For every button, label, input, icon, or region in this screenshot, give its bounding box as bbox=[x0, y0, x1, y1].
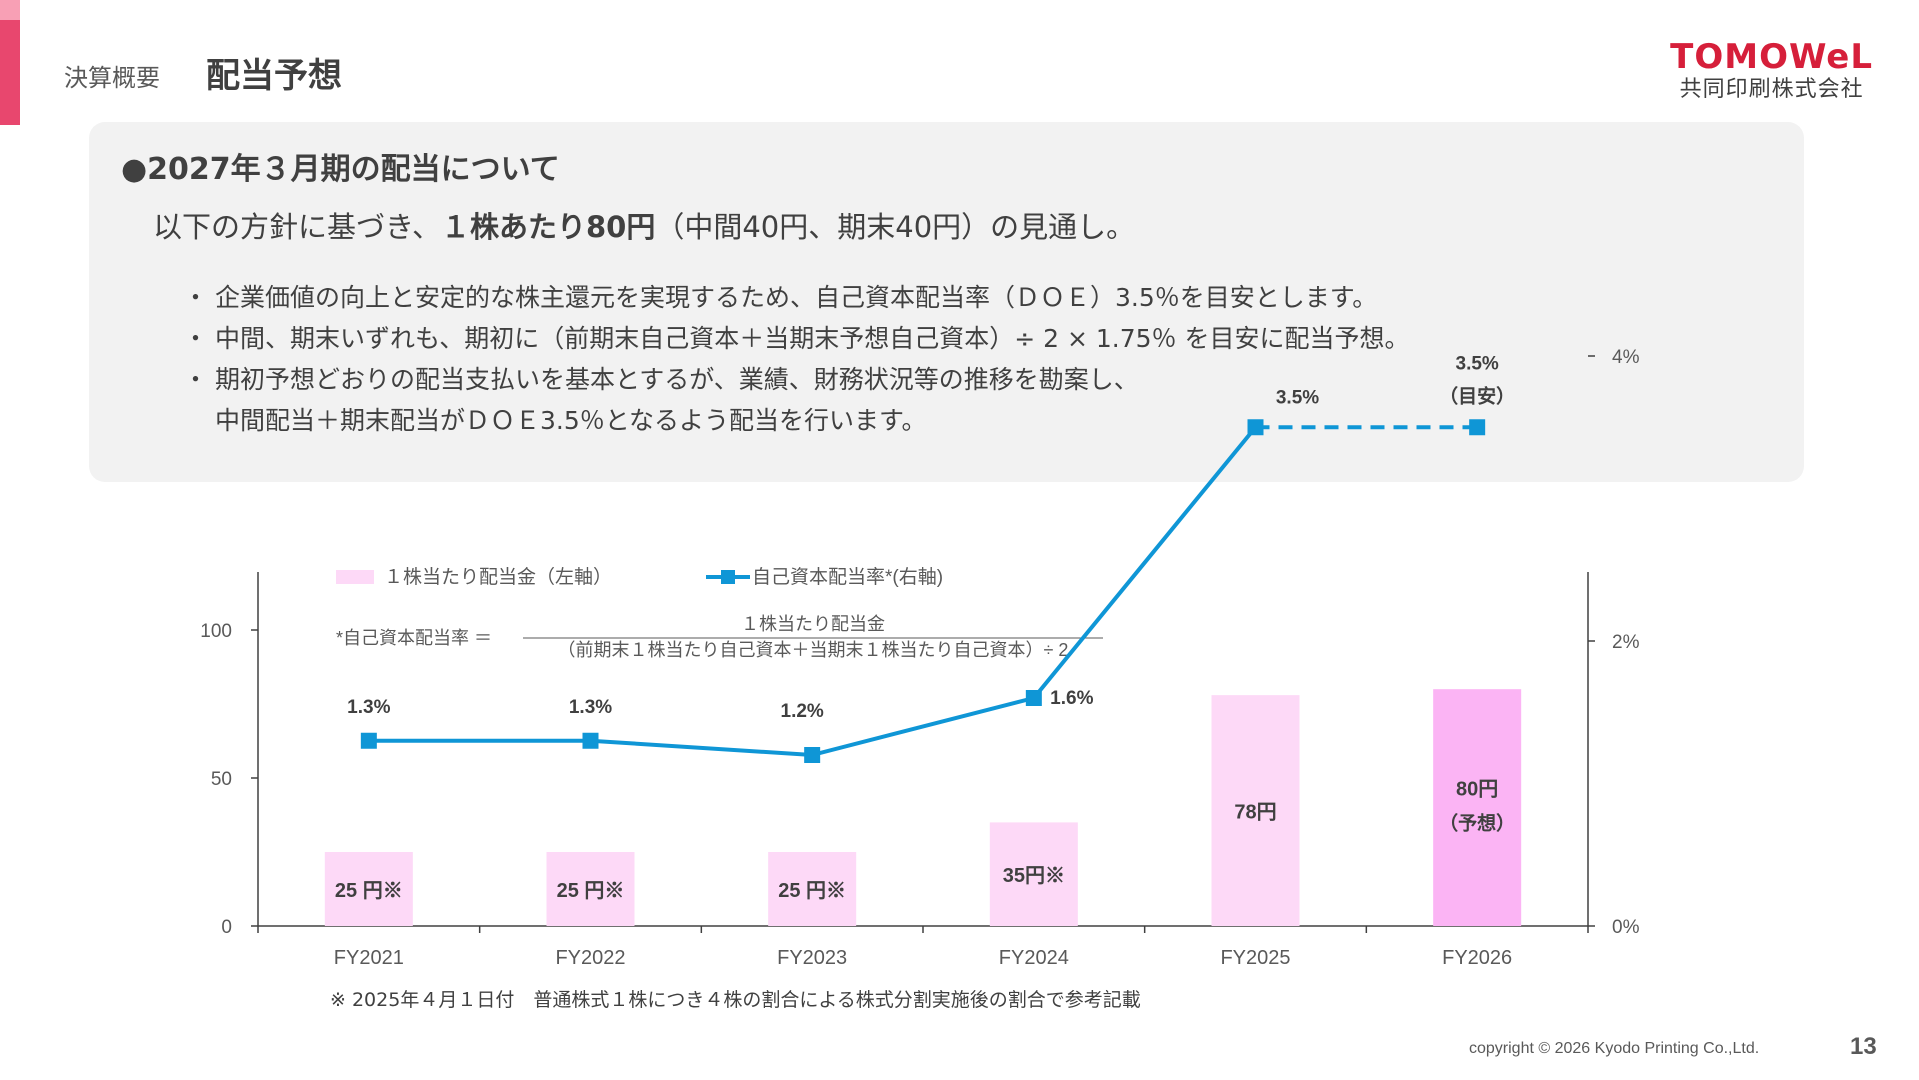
bullet-item: 期初予想どおりの配当支払いを基本とするが、業績、財務状況等の推移を勘案し、 bbox=[183, 359, 1410, 400]
logo-wordmark: TOMOWeL bbox=[1670, 37, 1873, 77]
bullet-item: 中間、期末いずれも、期初に（前期末自己資本＋当期末予想自己資本）÷ 2 × 1.… bbox=[183, 318, 1410, 359]
x-axis-tick-label: FY2025 bbox=[1220, 947, 1290, 969]
doe-sublabel: （目安） bbox=[1439, 384, 1515, 407]
legend-bar-label: １株当たり配当金（左軸） bbox=[384, 566, 612, 588]
copyright: copyright © 2026 Kyodo Printing Co.,Ltd. bbox=[1469, 1040, 1760, 1057]
chart-axes: 0 50 100 0% 2% 4% FY2021 FY2022 FY2023 FY2024 FY20… bbox=[200, 347, 1639, 969]
x-axis-tick-label: FY2021 bbox=[334, 947, 404, 969]
formula-numerator: １株当たり配当金 bbox=[741, 614, 885, 634]
footnote: ※ 2025年４月１日付 普通株式１株につき４株の割合による株式分割実施後の割合… bbox=[330, 989, 1141, 1011]
right-axis-tick-label: 0% bbox=[1612, 917, 1640, 938]
page-title: 配当予想 bbox=[206, 56, 342, 96]
doe-value-label: 1.3% bbox=[347, 697, 390, 718]
x-axis-tick-label: FY2026 bbox=[1442, 947, 1512, 969]
dividend-bar bbox=[768, 852, 857, 926]
doe-formula: *自己資本配当率 ＝ １株当たり配当金 （前期末１株当たり自己資本＋当期末１株当… bbox=[336, 614, 1103, 660]
lead-bold: １株あたり80円 bbox=[440, 210, 656, 244]
doe-value-label: 3.5% bbox=[1276, 387, 1319, 408]
doe-point bbox=[804, 747, 821, 763]
left-axis-tick-label: 0 bbox=[221, 917, 232, 938]
bar-value-label: 80円 bbox=[1456, 779, 1498, 801]
page-number: 13 bbox=[1850, 1033, 1877, 1060]
dividend-policy-panel: ●2027年３月期の配当について 以下の方針に基づき、１株あたり80円（中間40… bbox=[89, 122, 1804, 482]
lead-prefix: 以下の方針に基づき、 bbox=[153, 210, 441, 244]
company-logo: TOMOWeL 共同印刷株式会社 bbox=[1670, 38, 1873, 104]
doe-point bbox=[1469, 419, 1486, 436]
x-axis-tick-label: FY2022 bbox=[555, 947, 625, 969]
doe-point bbox=[1247, 419, 1264, 436]
right-axis-tick-label: 2% bbox=[1612, 632, 1640, 653]
doe-point bbox=[360, 732, 377, 749]
bar-sublabel: （予想） bbox=[1439, 812, 1515, 835]
legend-line-label: 自己資本配当率*(右軸) bbox=[752, 566, 943, 588]
doe-value-label: 3.5% bbox=[1456, 353, 1499, 374]
bar-value-label: 35円※ bbox=[1003, 865, 1065, 887]
bar-value-label: 25 円※ bbox=[335, 880, 403, 902]
section-label: 決算概要 bbox=[64, 64, 160, 92]
panel-heading: ●2027年３月期の配当について bbox=[121, 152, 560, 187]
bar-series: 25 円※ 25 円※ 25 円※ 35円※ 78円 80円 （予想） bbox=[324, 689, 1522, 926]
doe-point bbox=[582, 732, 599, 749]
formula-label: *自己資本配当率 ＝ bbox=[336, 628, 492, 648]
doe-value-label: 1.6% bbox=[1050, 688, 1093, 709]
x-axis-tick-label: FY2024 bbox=[999, 947, 1069, 969]
left-axis-tick-label: 50 bbox=[211, 769, 232, 790]
doe-value-label: 1.3% bbox=[569, 697, 612, 718]
bullet-item: 企業価値の向上と安定的な株主還元を実現するため、自己資本配当率（ＤＯＥ）3.5％… bbox=[183, 277, 1410, 318]
legend-line-marker bbox=[721, 570, 735, 584]
doe-value-label: 1.2% bbox=[781, 701, 824, 722]
chart-legend: １株当たり配当金（左軸） 自己資本配当率*(右軸) bbox=[336, 566, 943, 588]
dividend-bar bbox=[989, 822, 1078, 926]
dividend-bar bbox=[1211, 695, 1300, 926]
line-series: 1.3% 1.3% 1.2% 1.6% 3.5% 3.5% （目安） bbox=[347, 353, 1515, 763]
panel-lead: 以下の方針に基づき、１株あたり80円（中間40円、期末40円）の見通し。 bbox=[153, 204, 1135, 246]
bar-value-label: 25 円※ bbox=[557, 880, 625, 902]
lead-suffix: （中間40円、期末40円）の見通し。 bbox=[655, 210, 1136, 244]
dividend-bar bbox=[1433, 689, 1522, 926]
formula-denominator: （前期末１株当たり自己資本＋当期末１株当たり自己資本）÷ 2 bbox=[558, 640, 1069, 660]
bar-value-label: 25 円※ bbox=[778, 880, 846, 902]
logo-company-name: 共同印刷株式会社 bbox=[1679, 77, 1864, 102]
bar-value-label: 78円 bbox=[1234, 802, 1276, 824]
policy-bullets: 企業価値の向上と安定的な株主還元を実現するため、自己資本配当率（ＤＯＥ）3.5％… bbox=[183, 277, 1410, 441]
left-axis-tick-label: 100 bbox=[200, 621, 232, 642]
bullet-item-continuation: 中間配当＋期末配当がＤＯＥ3.5％となるよう配当を行います。 bbox=[215, 406, 927, 435]
x-axis-tick-label: FY2023 bbox=[777, 947, 847, 969]
dividend-bar bbox=[546, 852, 635, 926]
right-axis-tick-label: 4% bbox=[1612, 347, 1640, 368]
doe-point bbox=[1025, 690, 1042, 706]
dividend-bar bbox=[324, 852, 413, 926]
accent-bar bbox=[0, 0, 20, 125]
legend-bar-swatch bbox=[336, 570, 374, 584]
